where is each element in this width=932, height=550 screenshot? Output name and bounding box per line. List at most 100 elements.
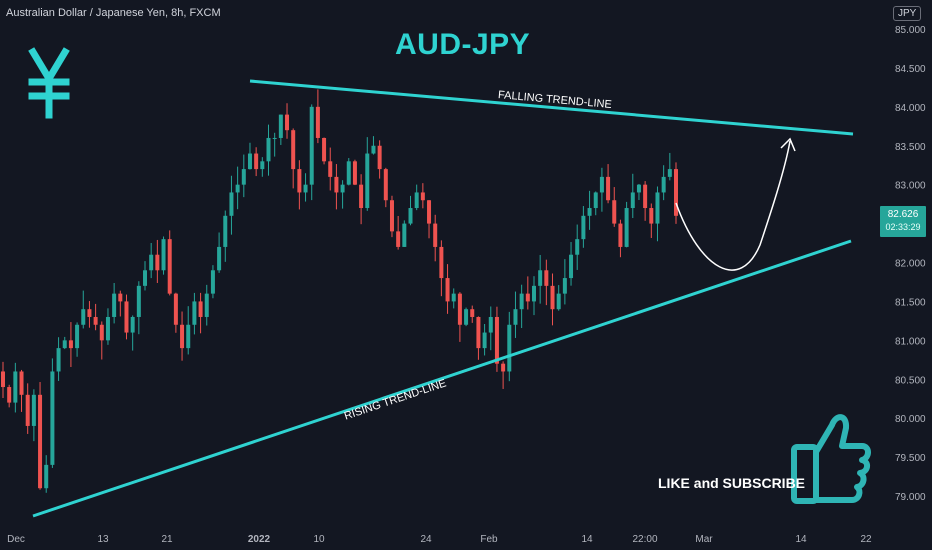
candle-bull	[599, 176, 604, 193]
candle-bull	[346, 161, 351, 185]
rising-trend-line-label: RISING TREND-LINE	[343, 377, 448, 422]
x-tick-label: 22	[860, 534, 872, 545]
candle-bull	[241, 169, 246, 185]
y-tick-label: 83.000	[895, 181, 926, 192]
candle-bull	[130, 316, 135, 333]
candle-bull	[587, 208, 592, 216]
chart-title: AUD-JPY	[395, 28, 531, 61]
candle-bull	[365, 153, 370, 209]
candle-bull	[408, 208, 413, 224]
candle-bull	[624, 208, 629, 247]
candle-bear	[124, 301, 129, 333]
candle-bull	[112, 293, 117, 317]
candle-bear	[427, 200, 432, 224]
x-tick-label: Mar	[695, 534, 713, 545]
candle-bull	[31, 394, 36, 426]
candle-bull	[136, 285, 141, 317]
candle-bull	[303, 184, 308, 193]
y-tick-label: 79.500	[895, 453, 926, 464]
candle-bull	[482, 332, 487, 349]
yen-icon	[28, 47, 70, 119]
candle-bear	[167, 239, 172, 294]
candle-bear	[674, 169, 678, 216]
candle-bull	[519, 293, 524, 310]
x-tick-label: 13	[97, 534, 109, 545]
candle-bull	[309, 106, 314, 185]
candle-bull	[569, 254, 574, 279]
candle-bear	[396, 231, 401, 247]
candle-bear	[155, 254, 160, 271]
curved-arrow-icon	[675, 140, 791, 271]
candle-bear	[118, 293, 123, 302]
candle-bear	[501, 363, 506, 372]
candle-bull	[210, 270, 215, 294]
candle-bear	[606, 176, 611, 201]
candle-bull	[105, 316, 110, 341]
candle-bear	[544, 270, 549, 286]
candle-bull	[266, 137, 271, 162]
candle-bear	[643, 184, 648, 209]
candle-bull	[13, 371, 18, 403]
x-tick-label: 22:00	[632, 534, 657, 545]
candle-bear	[649, 208, 654, 224]
y-tick-label: 81.000	[895, 336, 926, 347]
candle-bear	[612, 200, 617, 224]
candle-bear	[291, 130, 296, 170]
candle-bull	[451, 293, 456, 302]
candle-bull	[402, 223, 407, 247]
candle-bull	[636, 184, 641, 193]
candle-bear	[68, 340, 73, 349]
candle-bear	[322, 137, 327, 162]
y-tick-label: 84.500	[895, 64, 926, 75]
candle-bear	[420, 192, 425, 201]
candle-bull	[655, 192, 660, 224]
x-tick-label: 21	[161, 534, 173, 545]
candle-bull	[44, 464, 49, 489]
last-price: 82.626	[887, 209, 919, 220]
candle-bear	[476, 316, 481, 349]
y-tick-label: 81.500	[895, 297, 926, 308]
x-tick-label: 24	[420, 534, 432, 545]
candle-bull	[507, 324, 512, 372]
candle-bull	[186, 324, 191, 349]
candle-bull	[260, 161, 265, 170]
candle-bull	[340, 184, 345, 193]
candle-bull	[593, 192, 598, 209]
candle-bull	[247, 153, 252, 170]
candle-bull	[531, 285, 536, 302]
candle-bear	[377, 145, 382, 170]
y-tick-label: 79.000	[895, 492, 926, 503]
candle-bull	[272, 137, 277, 139]
candle-bull	[192, 301, 197, 325]
candle-bear	[87, 309, 92, 317]
candle-bear	[19, 371, 24, 395]
bar-countdown: 02:33:29	[885, 222, 921, 232]
candle-bull	[75, 324, 80, 349]
symbol-title: Australian Dollar / Japanese Yen, 8h, FX…	[6, 7, 221, 19]
x-tick-label: 2022	[248, 534, 271, 545]
candle-bear	[433, 223, 438, 247]
candle-bull	[371, 145, 376, 154]
candle-bear	[180, 324, 185, 349]
candle-bear	[254, 153, 259, 170]
candle-bear	[334, 176, 339, 193]
y-tick-label: 80.000	[895, 414, 926, 425]
candle-bull	[538, 270, 543, 286]
candle-bull	[278, 114, 283, 138]
candle-bull	[50, 371, 55, 465]
candle-bull	[56, 348, 61, 372]
candle-bull	[667, 169, 672, 177]
candle-bear	[93, 316, 98, 325]
candle-bull	[575, 239, 580, 255]
candle-bull	[217, 246, 222, 271]
currency-badge[interactable]: JPY	[893, 6, 922, 21]
candle-bull	[488, 316, 493, 333]
candle-bull	[464, 309, 469, 325]
x-tick-label: Dec	[7, 534, 25, 545]
candle-bull	[556, 293, 561, 310]
candle-bull	[581, 215, 586, 240]
candle-bear	[457, 293, 462, 325]
candle-bull	[81, 309, 86, 325]
candle-bear	[383, 169, 388, 201]
